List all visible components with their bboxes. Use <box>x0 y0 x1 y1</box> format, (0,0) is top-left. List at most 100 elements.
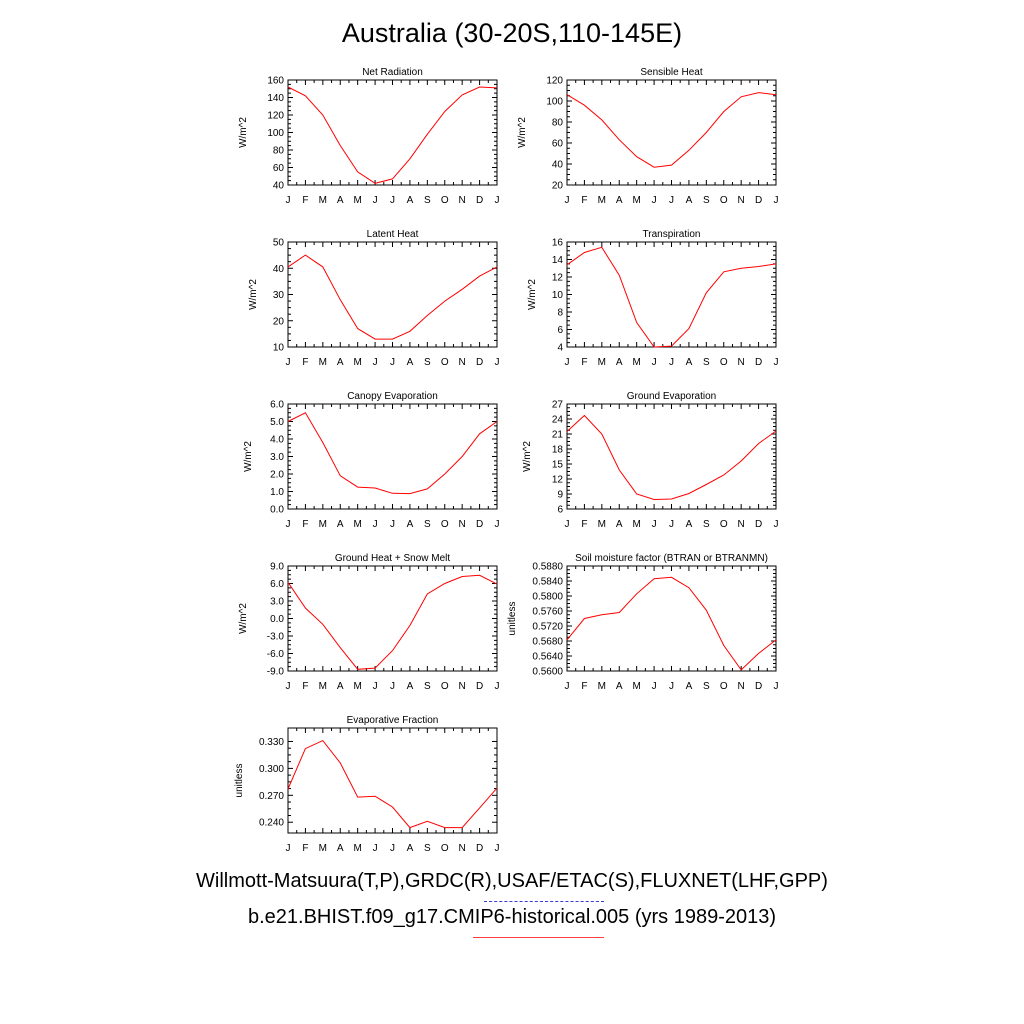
series-line-1 <box>566 246 777 348</box>
x-tick-label: J <box>565 195 570 206</box>
x-tick-label: J <box>565 681 570 692</box>
plot-frame <box>287 241 498 348</box>
x-tick-label: J <box>495 195 500 206</box>
x-tick-label: N <box>459 519 466 530</box>
y-tick-label: 14 <box>552 255 564 266</box>
y-tick-label: 4.0 <box>270 435 284 446</box>
x-tick-label: A <box>407 195 414 206</box>
x-tick-label: N <box>459 195 466 206</box>
y-tick-label: 0.0 <box>270 505 284 516</box>
x-tick-label: J <box>669 681 674 692</box>
y-axis-label: unitless <box>234 764 245 798</box>
x-tick-label: F <box>302 195 308 206</box>
x-tick-label: A <box>686 681 693 692</box>
y-axis-label: W/m^2 <box>243 441 254 472</box>
y-tick-label: 16 <box>552 238 564 249</box>
y-tick-label: 5.0 <box>270 417 284 428</box>
x-tick-label: D <box>476 357 483 368</box>
x-tick-label: A <box>337 519 344 530</box>
series-line-1 <box>287 412 498 495</box>
x-tick-label: M <box>632 195 640 206</box>
y-tick-label: 6.0 <box>270 400 284 411</box>
y-tick-label: 0.270 <box>259 791 284 802</box>
x-tick-label: A <box>616 519 623 530</box>
x-tick-label: O <box>720 681 728 692</box>
plot-frame <box>287 727 498 834</box>
x-tick-label: A <box>616 681 623 692</box>
x-tick-label: J <box>565 519 570 530</box>
y-tick-label: 20 <box>552 181 564 192</box>
x-tick-label: J <box>286 195 291 206</box>
y-tick-label: 1.0 <box>270 487 284 498</box>
x-tick-label: M <box>319 519 327 530</box>
x-tick-label: F <box>302 357 308 368</box>
x-tick-label: J <box>286 357 291 368</box>
plot-frame <box>566 565 777 672</box>
series-line-1 <box>287 86 498 184</box>
x-tick-label: M <box>632 357 640 368</box>
panel-title: Sensible Heat <box>640 67 702 78</box>
panel-title: Canopy Evaporation <box>347 391 438 402</box>
y-tick-label: 80 <box>273 146 285 157</box>
y-tick-label: 0.5720 <box>532 622 563 633</box>
x-tick-label: M <box>353 519 361 530</box>
plot-frame <box>566 403 777 510</box>
x-tick-label: A <box>686 357 693 368</box>
x-tick-label: M <box>319 681 327 692</box>
x-tick-label: O <box>720 519 728 530</box>
x-tick-label: M <box>353 681 361 692</box>
x-tick-label: F <box>581 519 587 530</box>
x-tick-label: D <box>755 519 762 530</box>
series-line-1 <box>287 254 498 340</box>
x-tick-label: J <box>669 357 674 368</box>
x-tick-label: J <box>390 357 395 368</box>
y-tick-label: 20 <box>273 316 285 327</box>
x-tick-label: J <box>495 357 500 368</box>
x-tick-label: J <box>373 195 378 206</box>
y-tick-label: 80 <box>552 118 564 129</box>
y-tick-label: 0.0 <box>270 614 284 625</box>
x-tick-label: O <box>720 357 728 368</box>
x-tick-label: D <box>755 357 762 368</box>
x-tick-label: O <box>441 681 449 692</box>
x-tick-label: M <box>353 357 361 368</box>
x-tick-label: A <box>337 195 344 206</box>
x-tick-label: J <box>669 195 674 206</box>
x-tick-label: F <box>302 681 308 692</box>
y-axis-label: W/m^2 <box>522 441 533 472</box>
y-tick-label: -6.0 <box>267 649 285 660</box>
page-title: Australia (30-20S,110-145E) <box>341 18 683 48</box>
y-axis-label: unitless <box>507 602 518 636</box>
x-tick-label: S <box>703 195 710 206</box>
y-tick-label: 120 <box>267 111 284 122</box>
y-tick-label: 40 <box>273 264 285 275</box>
y-tick-label: 160 <box>267 76 284 87</box>
y-tick-label: 9 <box>557 490 563 501</box>
y-tick-label: 0.5640 <box>532 652 563 663</box>
x-tick-label: J <box>373 843 378 854</box>
x-tick-label: J <box>286 519 291 530</box>
y-tick-label: 4 <box>557 343 563 354</box>
x-tick-label: N <box>459 843 466 854</box>
x-tick-label: S <box>703 519 710 530</box>
x-tick-label: J <box>390 519 395 530</box>
x-tick-label: A <box>407 843 414 854</box>
x-tick-label: D <box>476 519 483 530</box>
x-tick-label: S <box>424 681 431 692</box>
x-tick-label: D <box>755 681 762 692</box>
x-tick-label: N <box>738 195 745 206</box>
x-tick-label: N <box>738 519 745 530</box>
x-tick-label: A <box>337 357 344 368</box>
x-tick-label: O <box>441 519 449 530</box>
x-tick-label: M <box>632 681 640 692</box>
x-tick-label: J <box>495 519 500 530</box>
series-line-1 <box>566 92 777 168</box>
x-tick-label: A <box>686 195 693 206</box>
x-tick-label: D <box>755 195 762 206</box>
x-tick-label: J <box>774 519 779 530</box>
